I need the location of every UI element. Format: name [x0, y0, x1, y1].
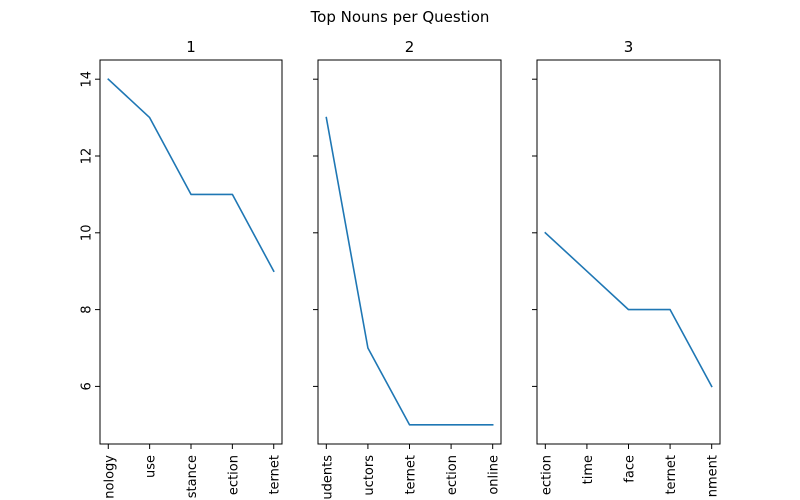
x-tick-label: stance	[185, 455, 200, 498]
x-tick-label: time	[581, 455, 596, 484]
y-tick-label: 10	[80, 225, 95, 242]
x-tick-label: ternet	[404, 455, 419, 495]
x-tick-label: udents	[320, 455, 335, 500]
plot-frame	[317, 59, 502, 445]
x-tick-labels: nology use stance ection ternet	[102, 455, 282, 499]
figure-title: Top Nouns per Question	[310, 8, 490, 26]
x-tick-label: use	[144, 455, 159, 478]
subplot-title: 3	[624, 38, 634, 56]
x-tick-labels: udents uctors ternet ection online	[320, 455, 501, 500]
plot-frame	[536, 59, 721, 445]
x-tick-label: nology	[102, 455, 117, 499]
series-line	[325, 116, 494, 426]
y-tick-label: 14	[80, 71, 95, 88]
series-line	[107, 78, 275, 273]
x-tick-label: online	[487, 455, 502, 495]
x-tick-label: ection	[445, 455, 460, 495]
subplot-title: 1	[186, 38, 196, 56]
x-tick-label: ection	[226, 455, 241, 495]
x-tick-labels: ection time face ternet nment	[539, 455, 720, 497]
x-tick-label: ternet	[268, 455, 283, 495]
x-tick-label: nment	[706, 455, 721, 497]
y-tick-label: 8	[80, 305, 95, 313]
x-tick-label: face	[623, 455, 638, 483]
plot-frame	[99, 59, 283, 445]
subplot-title: 2	[405, 38, 415, 56]
x-tick-label: ection	[539, 455, 554, 495]
y-tick-label: 12	[80, 148, 95, 165]
x-tick-label: ternet	[664, 455, 679, 495]
subplot-2: 2 udents uctors ternet ection online	[313, 38, 502, 500]
series-line	[544, 231, 713, 388]
subplot-1: 1 6 8 10 12 14 nology use stance ection ternet	[80, 38, 283, 499]
y-tick-label: 6	[80, 382, 95, 390]
subplot-3: 3 ection time face ternet nment	[532, 38, 721, 497]
x-tick-label: uctors	[362, 455, 377, 496]
